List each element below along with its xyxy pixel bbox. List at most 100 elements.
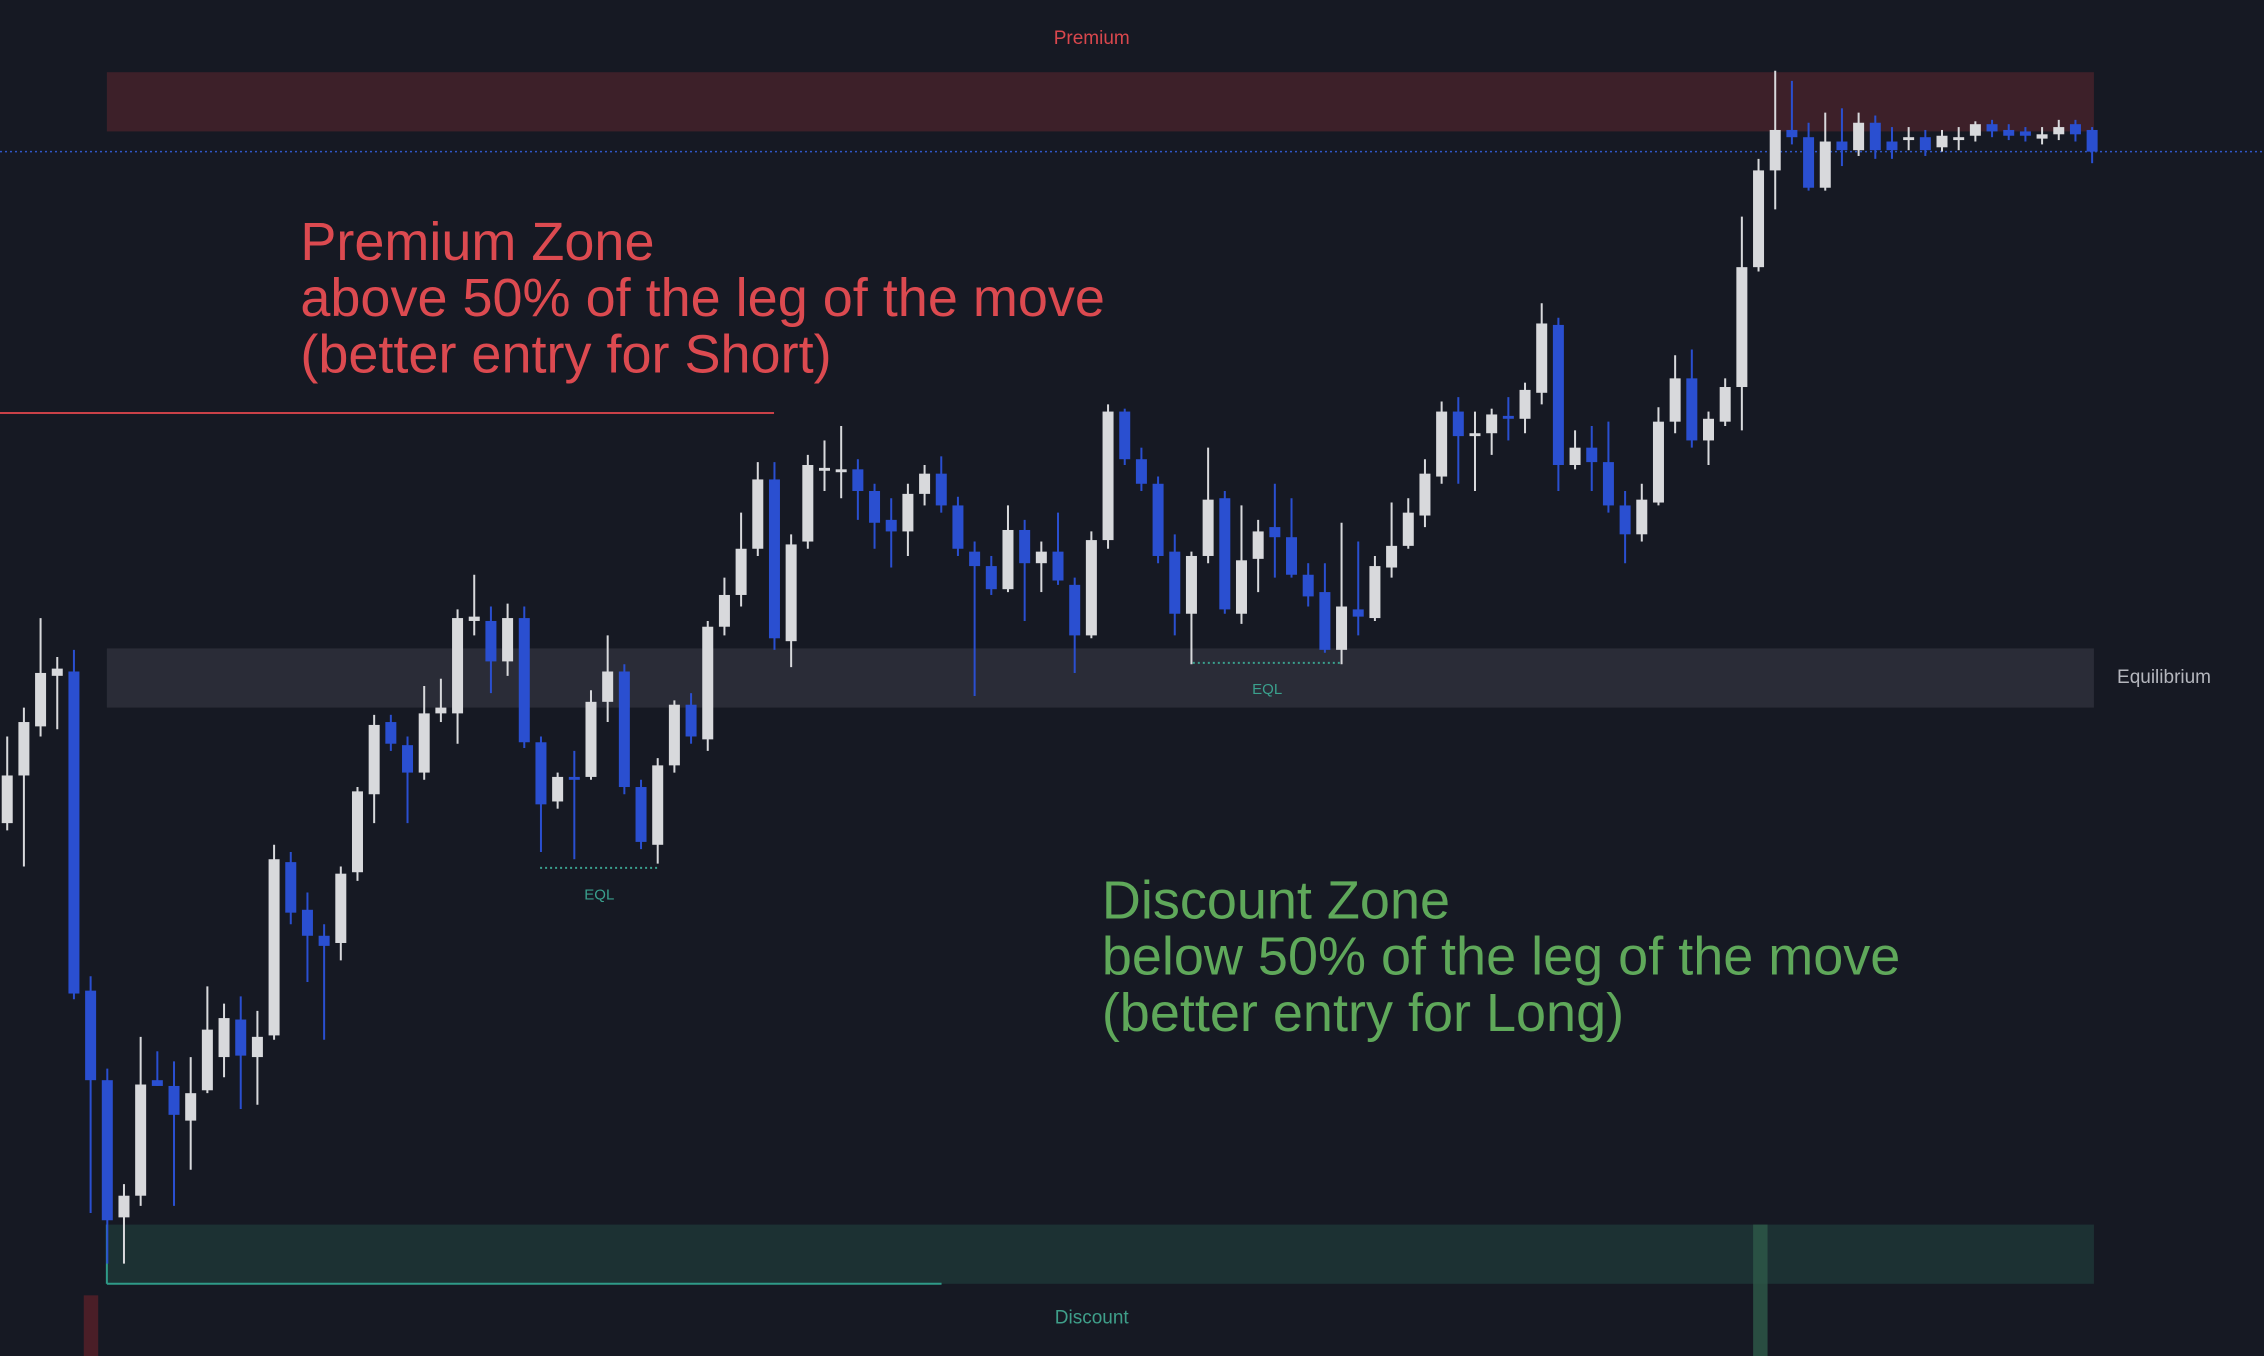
candle-body: [2069, 124, 2081, 135]
candle-body: [435, 707, 447, 714]
candle-body: [1119, 411, 1131, 460]
candle-body: [1019, 529, 1031, 564]
candle-body: [452, 618, 464, 714]
candle-body: [668, 704, 680, 766]
candle-body: [1719, 387, 1731, 422]
candle-body: [301, 909, 313, 936]
candle-body: [468, 616, 480, 621]
candle-body: [1052, 551, 1064, 581]
candle-body: [1302, 574, 1314, 597]
candle-body: [1319, 592, 1331, 650]
candle-body: [502, 618, 514, 662]
candle-body: [35, 672, 47, 727]
candle-body: [1002, 529, 1014, 590]
candle-body: [1652, 421, 1664, 503]
candle-body: [1953, 137, 1965, 141]
candle-body: [985, 566, 997, 590]
candle-body: [1552, 324, 1564, 465]
eql-label: EQL: [584, 886, 614, 903]
candle-body: [1619, 505, 1631, 535]
candle-body: [1969, 124, 1981, 136]
candle-body: [68, 671, 80, 994]
premium-note-line: (better entry for Short): [300, 324, 831, 384]
candle-body: [168, 1085, 180, 1115]
candle-body: [1352, 609, 1364, 617]
candle-body: [385, 722, 397, 744]
candle-body: [351, 791, 363, 873]
zone: [106, 1224, 2094, 1284]
candle-body: [2086, 129, 2098, 152]
candle-body: [1886, 141, 1898, 151]
candle-body: [585, 701, 597, 777]
candle-body: [1185, 555, 1197, 614]
candle-body: [752, 479, 764, 549]
candle-body: [101, 1080, 113, 1221]
candle-body: [602, 671, 614, 702]
candle-body: [1336, 606, 1348, 650]
candle-body: [1135, 459, 1147, 484]
candle-body: [135, 1084, 147, 1196]
candle-body: [85, 990, 97, 1081]
candle-body: [869, 490, 881, 523]
candle-body: [819, 467, 831, 471]
candle-body: [2003, 129, 2015, 136]
candle-body: [402, 745, 414, 773]
candle-body: [1853, 122, 1865, 151]
eql-label: EQL: [1252, 681, 1282, 698]
candle-body: [685, 704, 697, 737]
candle-body: [1202, 499, 1214, 556]
candle-body: [1669, 378, 1681, 422]
candle-body: [1519, 389, 1531, 419]
candle-body: [185, 1093, 197, 1121]
discount-note-line: below 50% of the leg of the move: [1102, 927, 1901, 987]
candle-body: [1286, 537, 1298, 575]
zone-label: Premium: [1054, 28, 1130, 49]
candle-body: [1602, 462, 1614, 506]
candle-body: [18, 722, 30, 776]
candle-body: [1803, 137, 1815, 188]
candle-body: [1269, 527, 1281, 538]
candle-body: [1219, 498, 1231, 610]
premium-note-line: above 50% of the leg of the move: [300, 268, 1105, 328]
candle-body: [885, 519, 897, 532]
zone-label: Equilibrium: [2117, 667, 2211, 688]
candle-body: [768, 479, 780, 639]
candle-body: [1753, 170, 1765, 268]
candle-body: [1386, 545, 1398, 568]
candle-body: [1035, 551, 1047, 564]
candle-body: [1703, 418, 1715, 441]
candle-body: [802, 464, 814, 542]
candle-body: [1402, 512, 1414, 546]
candle-body: [1085, 540, 1097, 636]
candle-body: [1369, 566, 1381, 619]
candle-body: [418, 713, 430, 773]
candle-body: [118, 1195, 130, 1218]
candle-body: [935, 473, 947, 506]
candle-body: [2019, 131, 2031, 136]
session-marker: [83, 1295, 99, 1356]
candle-body: [51, 668, 63, 676]
candle-body: [1786, 129, 1798, 138]
candle-body: [1936, 135, 1948, 148]
candle-body: [1986, 124, 1998, 132]
candle-body: [1869, 122, 1881, 151]
candle-body: [1819, 141, 1831, 188]
candle-body: [151, 1080, 163, 1086]
candle-body: [1169, 551, 1181, 614]
candle-body: [902, 493, 914, 532]
candle-body: [652, 765, 664, 845]
candle-body: [919, 473, 931, 494]
candle-body: [568, 776, 580, 780]
candle-body: [1152, 483, 1164, 556]
candle-body: [969, 551, 981, 567]
candle-body: [1235, 560, 1247, 614]
candle-body: [835, 469, 847, 473]
candle-body: [1586, 447, 1598, 463]
candle-body: [1736, 267, 1748, 388]
candle-body: [852, 469, 864, 491]
candle-body: [1069, 584, 1081, 636]
candle-body: [335, 873, 347, 943]
candle-body: [1469, 433, 1481, 437]
candle-body: [735, 548, 747, 595]
